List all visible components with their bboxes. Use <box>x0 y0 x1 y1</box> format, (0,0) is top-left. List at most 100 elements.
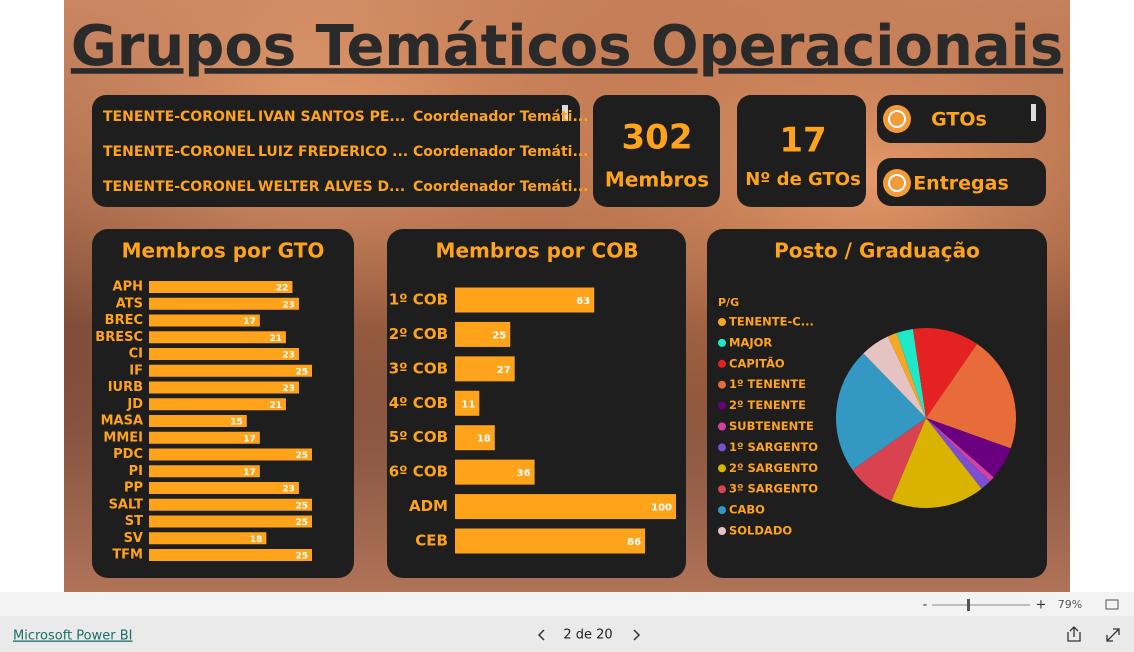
report-title: Grupos Temáticos Operacionais <box>71 14 1063 79</box>
bar <box>149 482 299 494</box>
zoom-out[interactable]: - <box>923 598 928 613</box>
legend-label: 1º TENENTE <box>729 377 806 391</box>
data-label: 17 <box>243 434 256 444</box>
data-label: 25 <box>295 451 308 461</box>
data-label: 25 <box>295 367 308 377</box>
data-label: 23 <box>282 485 295 495</box>
category-label: PI <box>129 464 143 479</box>
brand-link[interactable]: Microsoft Power BI <box>13 629 132 644</box>
pie-slice <box>926 418 1011 478</box>
pie-slice <box>926 343 1017 449</box>
bar <box>149 431 260 444</box>
card-value: 302 <box>622 118 693 158</box>
legend-dot <box>718 380 726 389</box>
bar <box>149 398 286 411</box>
fullscreen-icon[interactable] <box>1106 628 1120 642</box>
data-label: 23 <box>282 300 295 310</box>
data-label: 25 <box>295 501 308 511</box>
page-indicator: 2 de 20 <box>563 628 612 643</box>
category-label: IF <box>129 363 143 378</box>
category-label: ATS <box>116 296 143 311</box>
category-label: IURB <box>108 380 143 395</box>
category-label: BRESC <box>95 330 143 345</box>
button-label[interactable]: Entregas <box>913 173 1009 195</box>
category-label: 2º COB <box>389 325 448 343</box>
chart-title: Membros por COB <box>436 239 639 263</box>
bar <box>455 321 511 347</box>
button-panel[interactable] <box>877 158 1046 206</box>
data-label: 15 <box>230 418 243 428</box>
bar <box>149 314 260 327</box>
legend-dot <box>718 422 726 431</box>
bar <box>149 331 286 344</box>
button-icon[interactable] <box>883 169 911 197</box>
legend-label: CAPITÃO <box>729 355 785 370</box>
card-panel <box>593 95 720 207</box>
button-icon[interactable] <box>883 105 911 133</box>
data-label: 25 <box>295 552 308 562</box>
scrollbar[interactable] <box>562 105 568 121</box>
scrollbar[interactable] <box>1031 104 1036 121</box>
bar <box>455 494 676 520</box>
data-label: 36 <box>517 468 531 479</box>
category-label: SV <box>124 531 143 546</box>
data-label: 25 <box>492 330 506 341</box>
legend-dot <box>718 443 726 452</box>
share-icon[interactable] <box>1067 626 1081 642</box>
legend-dot <box>718 464 726 473</box>
prev-page[interactable] <box>537 629 545 641</box>
data-label: 18 <box>250 535 263 545</box>
next-page[interactable] <box>633 629 641 641</box>
table-cell: TENENTE-CORONEL <box>103 179 255 195</box>
zoom-in[interactable]: + <box>1036 598 1047 613</box>
category-label: BREC <box>105 313 143 328</box>
legend-dot <box>718 338 726 347</box>
button-icon[interactable] <box>888 174 906 192</box>
button-icon[interactable] <box>888 110 906 128</box>
category-label: 1º COB <box>389 291 448 309</box>
zoom-bar <box>0 592 1134 616</box>
bar <box>149 297 299 310</box>
pie-slice <box>887 332 926 418</box>
card-panel <box>737 95 866 207</box>
legend-dot <box>718 359 726 368</box>
data-label: 17 <box>243 317 256 327</box>
pie-slice <box>863 336 926 418</box>
bar <box>455 459 535 485</box>
table-cell: LUIZ FREDERICO ... <box>258 144 408 160</box>
bar <box>149 549 312 561</box>
footer-bar <box>0 616 1134 652</box>
data-label: 23 <box>282 351 295 361</box>
chart-title: Posto / Graduação <box>774 239 980 263</box>
pie-slice <box>836 353 926 470</box>
bar <box>149 515 312 528</box>
bar <box>455 528 646 554</box>
data-label: 100 <box>651 503 672 514</box>
category-label: MASA <box>101 414 143 429</box>
table-panel <box>92 95 580 207</box>
bar <box>455 425 495 451</box>
legend-label: TENENTE-C... <box>729 315 814 329</box>
category-label: 6º COB <box>389 463 448 481</box>
legend-label: 3º SARGENTO <box>729 482 818 496</box>
fit-icon[interactable] <box>1105 599 1119 610</box>
zoom-thumb[interactable] <box>967 599 970 611</box>
pie-slice <box>926 418 994 482</box>
button-label[interactable]: GTOs <box>931 109 987 131</box>
data-label: 27 <box>497 365 511 376</box>
table-cell: Coordenador Temáti... <box>413 179 588 195</box>
chart-title: Membros por GTO <box>122 239 325 263</box>
button-panel[interactable] <box>877 95 1046 143</box>
category-label: 5º COB <box>389 428 448 446</box>
legend-dot <box>718 506 726 515</box>
category-label: 4º COB <box>389 394 448 412</box>
category-label: CI <box>129 347 143 362</box>
bar <box>455 356 515 382</box>
category-label: ST <box>125 514 143 529</box>
card-value: 17 <box>779 121 826 161</box>
pie-slice <box>896 328 926 418</box>
table-cell: TENENTE-CORONEL <box>103 109 255 125</box>
card-label: Membros <box>605 168 709 192</box>
category-label: SALT <box>109 497 144 512</box>
data-label: 18 <box>477 434 491 445</box>
